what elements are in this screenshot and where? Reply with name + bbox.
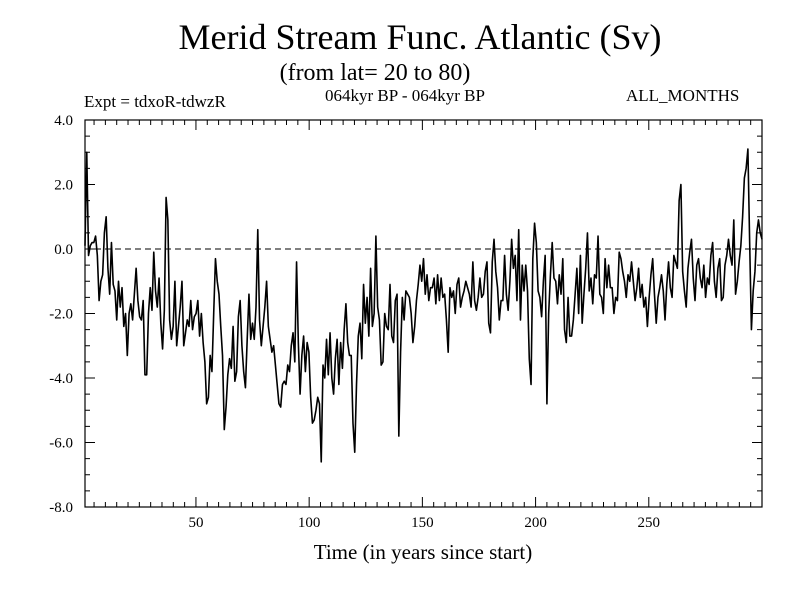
x-axis-label: Time (in years since start) bbox=[313, 540, 533, 564]
x-tick-label: 150 bbox=[411, 515, 434, 531]
tick-labels: 50 100 150 200 250 -8.0 -6.0 -4.0 -2.0 0.0 2.0 4.0 bbox=[49, 113, 660, 531]
chart-subtitle: (from lat= 20 to 80) bbox=[279, 60, 471, 86]
y-tick-label: -8.0 bbox=[49, 500, 73, 516]
y-tick-label: -4.0 bbox=[49, 371, 73, 387]
period-label: 064kyr BP - 064kyr BP bbox=[325, 86, 485, 105]
y-tick-label: 4.0 bbox=[54, 113, 73, 129]
y-tick-label: 2.0 bbox=[54, 178, 73, 194]
experiment-label: Expt = tdxoR-tdwzR bbox=[84, 92, 226, 111]
x-tick-label: 50 bbox=[188, 515, 203, 531]
series-line bbox=[84, 148, 763, 463]
x-tick-label: 100 bbox=[298, 515, 321, 531]
y-tick-label: 0.0 bbox=[54, 242, 73, 258]
axis-ticks bbox=[85, 119, 763, 508]
months-label: ALL_MONTHS bbox=[626, 86, 740, 105]
y-tick-label: -2.0 bbox=[49, 307, 73, 323]
x-tick-label: 200 bbox=[524, 515, 547, 531]
chart-title: Merid Stream Func. Atlantic (Sv) bbox=[178, 17, 662, 57]
x-tick-label: 250 bbox=[638, 515, 661, 531]
y-tick-label: -6.0 bbox=[49, 436, 73, 452]
plot-frame bbox=[84, 119, 763, 508]
